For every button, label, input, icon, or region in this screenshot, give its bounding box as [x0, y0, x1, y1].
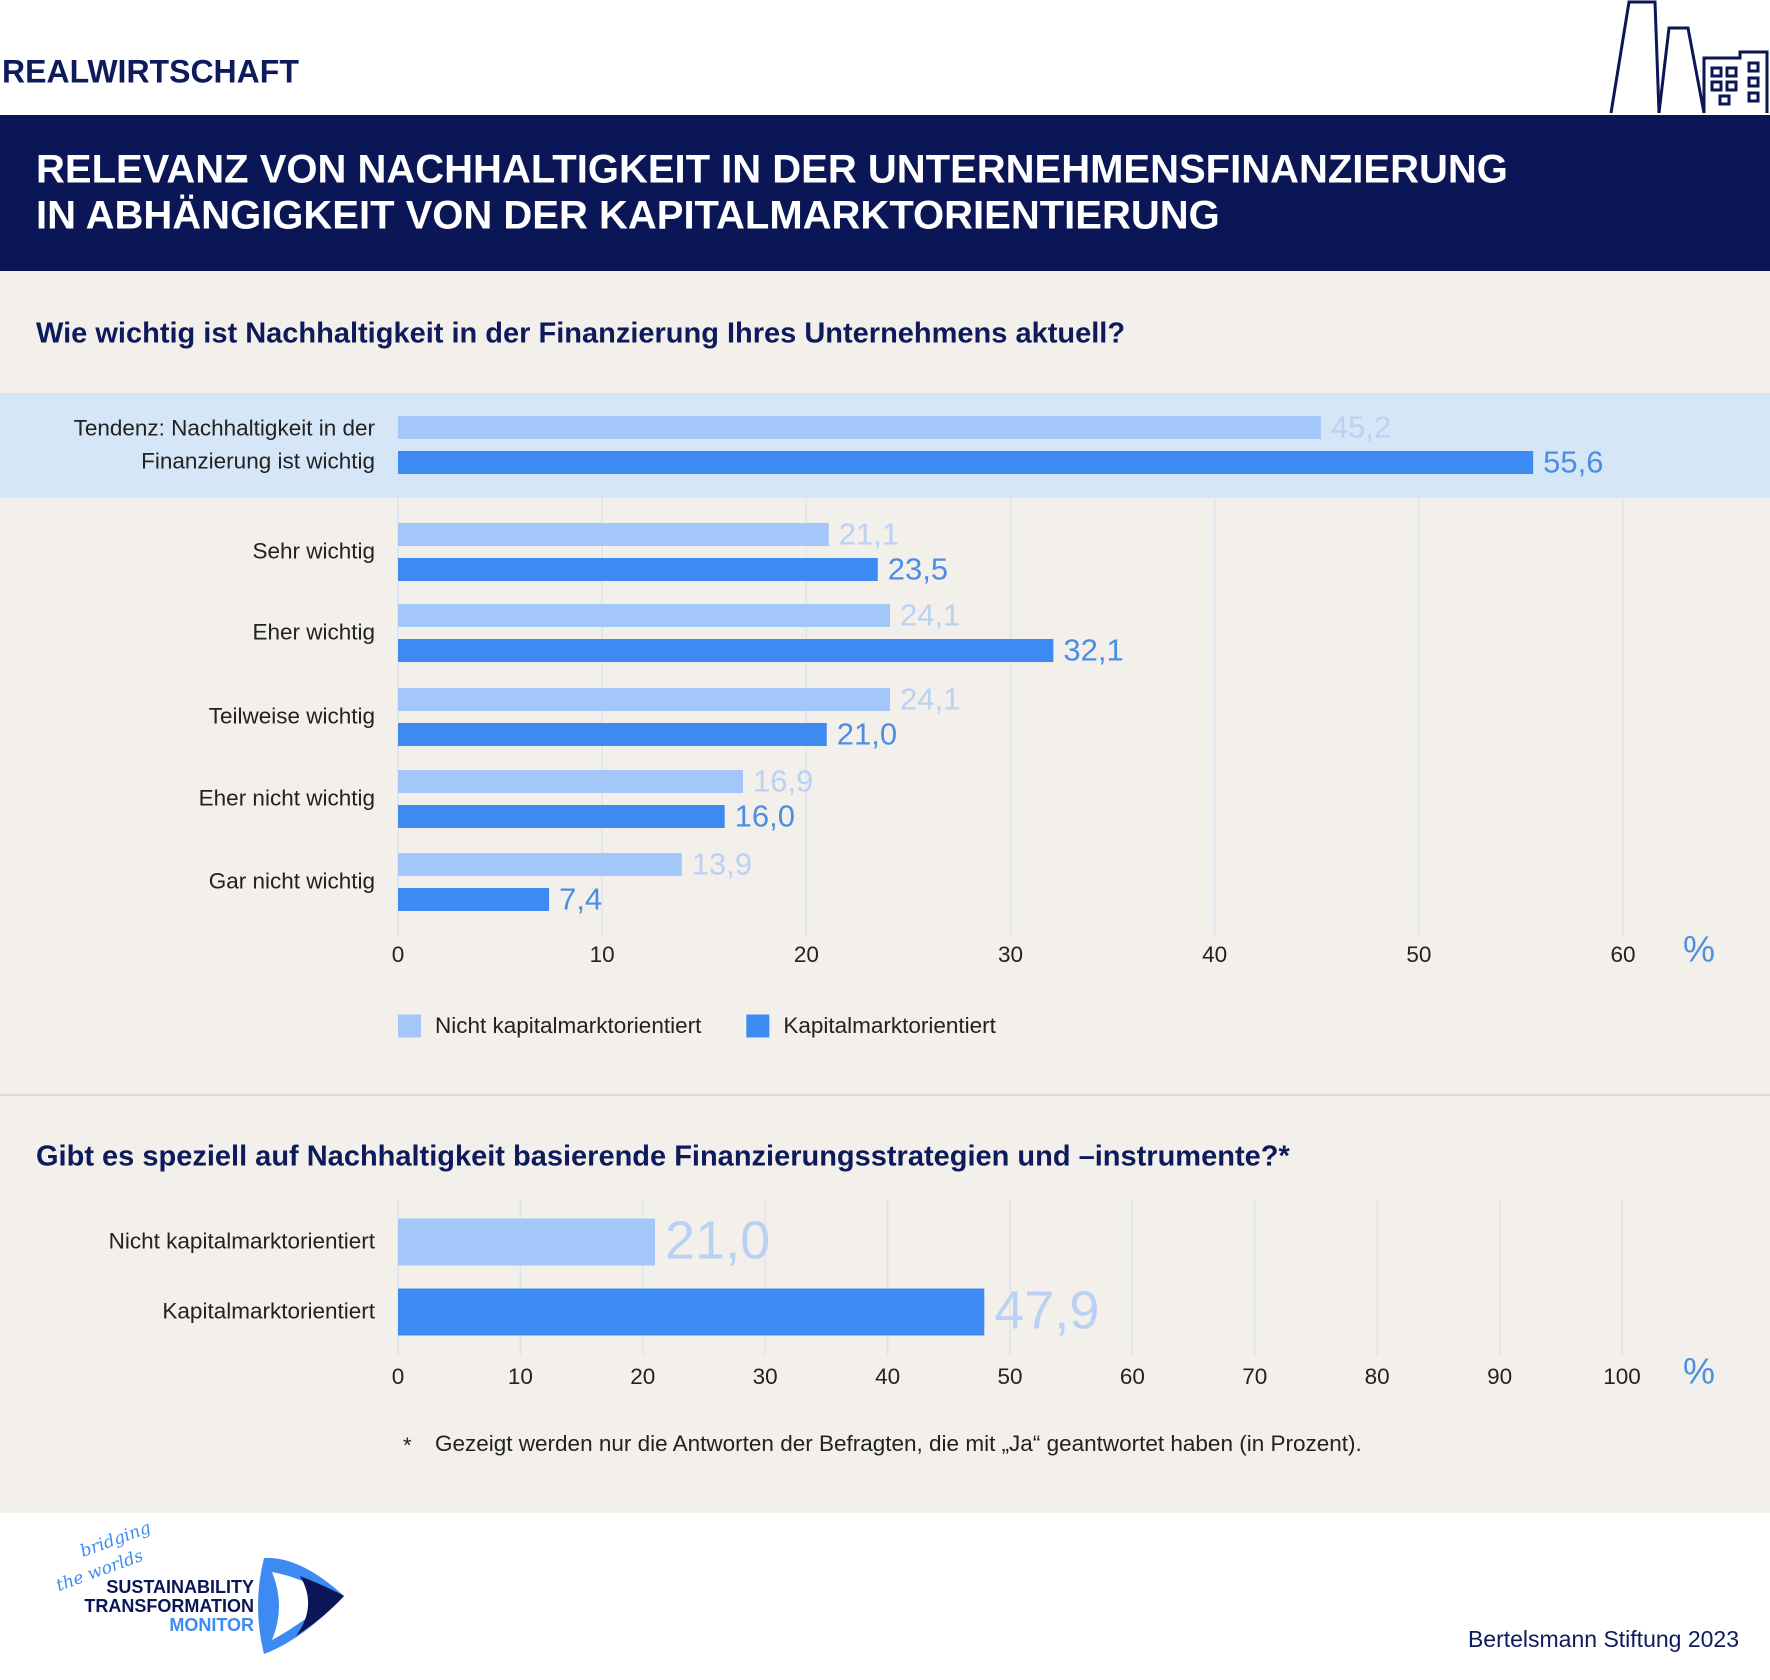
value-label: 32,1 — [1063, 633, 1123, 668]
x-tick-label: 20 — [794, 942, 819, 967]
x-unit: % — [1683, 1351, 1715, 1392]
bar — [398, 523, 829, 546]
factory-icon — [1609, 0, 1769, 114]
value-label: 16,0 — [735, 799, 795, 834]
bar — [398, 723, 827, 746]
credit: Bertelsmann Stiftung 2023 — [1468, 1626, 1739, 1652]
section-label: REALWIRTSCHAFT — [2, 53, 299, 89]
legend-swatch — [746, 1014, 770, 1038]
value-label: 45,2 — [1331, 410, 1391, 445]
x-tick-label: 0 — [392, 942, 405, 967]
logo-text: SUSTAINABILITY — [106, 1577, 254, 1597]
legend-swatch — [398, 1014, 421, 1038]
bar — [398, 805, 725, 828]
y-tick-label: Eher nicht wichtig — [198, 785, 375, 811]
x-tick-label: 60 — [1610, 942, 1635, 967]
x-tick-label: 90 — [1487, 1364, 1512, 1389]
x-tick-label: 100 — [1603, 1364, 1641, 1389]
value-label: 24,1 — [900, 682, 960, 717]
title-band — [0, 115, 1770, 271]
x-tick-label: 0 — [392, 1364, 405, 1389]
bar — [398, 1218, 656, 1266]
value-label: 23,5 — [888, 552, 948, 587]
bar — [398, 853, 682, 876]
legend-label: Kapitalmarktorientiert — [783, 1013, 996, 1038]
y-tick-label: Sehr wichtig — [252, 538, 375, 564]
x-tick-label: 80 — [1365, 1364, 1390, 1389]
value-label: 16,9 — [753, 764, 813, 799]
bar — [398, 604, 891, 627]
logo-mark-accent — [296, 1576, 344, 1636]
chart-title: Gibt es speziell auf Nachhaltigkeit basi… — [36, 1141, 1290, 1173]
bar — [398, 416, 1321, 439]
value-label: 21,1 — [839, 517, 899, 552]
legend-label: Nicht kapitalmarktorientiert — [435, 1013, 702, 1038]
x-tick-label: 50 — [1406, 942, 1431, 967]
title-line: RELEVANZ VON NACHHALTIGKEIT IN DER UNTER… — [36, 148, 1508, 192]
x-tick-label: 10 — [590, 942, 615, 967]
y-tick-label: Kapitalmarktorientiert — [162, 1298, 375, 1324]
bar — [398, 688, 891, 711]
y-tick-label: Tendenz: Nachhaltigkeit in der Finanzier… — [73, 415, 375, 473]
value-label: 47,9 — [994, 1280, 1099, 1340]
y-tick-label: Teilweise wichtig — [208, 703, 375, 729]
value-label: 21,0 — [837, 717, 897, 752]
chart-title: Wie wichtig ist Nachhaltigkeit in der Fi… — [36, 318, 1125, 350]
bar — [398, 888, 550, 911]
title-line: IN ABHÄNGIGKEIT VON DER KAPITALMARKTORIE… — [36, 194, 1220, 238]
bar — [398, 770, 744, 793]
value-label: 7,4 — [559, 882, 602, 917]
logo-text: TRANSFORMATION — [84, 1596, 254, 1616]
y-tick-label: Nicht kapitalmarktorientiert — [108, 1228, 375, 1254]
bar — [398, 1288, 985, 1336]
bar — [398, 639, 1054, 662]
x-unit: % — [1683, 929, 1715, 970]
value-label: 21,0 — [665, 1210, 770, 1270]
y-tick-label: Gar nicht wichtig — [208, 868, 375, 894]
value-label: 55,6 — [1543, 445, 1603, 480]
x-tick-label: 40 — [1202, 942, 1227, 967]
bar — [398, 451, 1534, 474]
footnote-text: Gezeigt werden nur die Antworten der Bef… — [435, 1431, 1362, 1456]
value-label: 13,9 — [692, 847, 752, 882]
logo-text: MONITOR — [169, 1615, 254, 1635]
x-tick-label: 30 — [998, 942, 1023, 967]
x-tick-label: 30 — [753, 1364, 778, 1389]
x-tick-label: 10 — [508, 1364, 533, 1389]
value-label: 24,1 — [900, 598, 960, 633]
bar — [398, 558, 878, 581]
x-tick-label: 20 — [630, 1364, 655, 1389]
x-tick-label: 40 — [875, 1364, 900, 1389]
y-tick-label: Eher wichtig — [252, 619, 375, 645]
footnote-marker: * — [403, 1433, 412, 1458]
x-tick-label: 60 — [1120, 1364, 1145, 1389]
x-tick-label: 50 — [997, 1364, 1022, 1389]
x-tick-label: 70 — [1242, 1364, 1267, 1389]
highlight-band — [0, 393, 1770, 498]
logo: bridging the worlds SUSTAINABILITY TRANS… — [54, 1518, 344, 1654]
